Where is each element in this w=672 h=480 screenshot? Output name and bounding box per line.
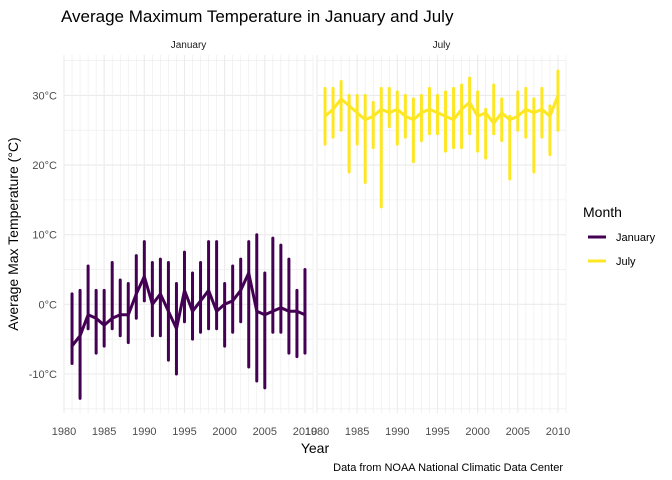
x-tick-label: 1985 [345, 426, 369, 438]
y-tick-label: 30°C [32, 90, 57, 102]
panel-strip-label: January [171, 40, 207, 51]
x-tick-label: 2010 [293, 426, 317, 438]
legend-title: Month [583, 204, 622, 220]
x-tick-label: 1990 [385, 426, 409, 438]
x-tick-label: 2010 [546, 426, 570, 438]
y-tick-label: 10°C [32, 230, 57, 242]
x-tick-label: 1980 [52, 426, 76, 438]
gridlines [63, 55, 314, 413]
y-tick-label: -10°C [29, 369, 57, 381]
series-line [70, 271, 307, 348]
legend-label: July [616, 256, 636, 268]
series-january [70, 233, 307, 400]
x-tick-label: 1980 [305, 426, 329, 438]
x-axis-label: Year [301, 440, 330, 456]
x-tick-label: 1990 [132, 426, 156, 438]
legend: Month January July [583, 204, 656, 268]
x-tick-label: 1995 [425, 426, 449, 438]
series-line [323, 93, 560, 125]
y-axis-label: Average Max Temperature (°C) [5, 137, 21, 330]
x-tick-label: 2000 [212, 426, 236, 438]
x-tick-label: 2005 [506, 426, 530, 438]
chart-title: Average Maximum Temperature in January a… [61, 7, 454, 26]
x-tick-label: 2000 [465, 426, 489, 438]
y-tick-label: 0°C [39, 299, 58, 311]
x-tick-label: 1985 [92, 426, 116, 438]
y-tick-label: 20°C [32, 160, 57, 172]
series-july [323, 69, 560, 209]
panel-july: July 1980 1985 1990 1995 2000 2005 2010 [305, 40, 570, 438]
panel-january: January 1980 1985 1990 1995 2000 2005 2010 -10°C… [29, 40, 317, 438]
x-tick-label: 1995 [172, 426, 196, 438]
chart-caption: Data from NOAA National Climatic Data Ce… [333, 462, 563, 474]
legend-label: January [616, 232, 656, 244]
panel-strip-label: July [433, 40, 451, 51]
x-tick-label: 2005 [253, 426, 277, 438]
